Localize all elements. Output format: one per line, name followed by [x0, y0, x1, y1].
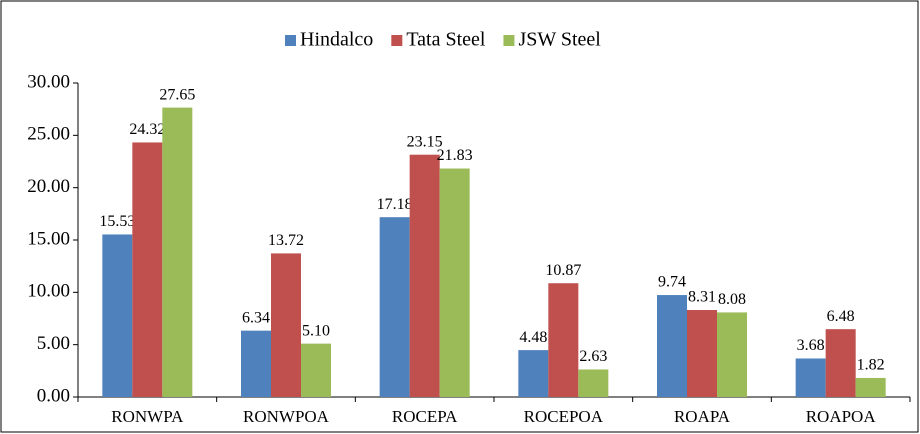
bar — [132, 142, 163, 397]
bar — [439, 168, 470, 397]
x-tick-label: ROCEPA — [392, 407, 458, 426]
bar — [825, 329, 856, 397]
data-label: 23.15 — [407, 133, 443, 150]
bar — [241, 330, 271, 397]
legend-swatch — [503, 35, 515, 46]
data-label: 5.10 — [302, 322, 330, 339]
bar — [162, 107, 193, 397]
bar — [102, 234, 133, 397]
bar — [855, 377, 886, 397]
bar — [657, 295, 687, 397]
data-label: 21.83 — [437, 147, 473, 164]
legend-label: Hindalco — [300, 29, 373, 51]
x-tick-label: ROAPA — [674, 407, 731, 426]
bar — [301, 343, 331, 397]
bar — [795, 358, 826, 397]
x-tick-label: RONWPOA — [243, 407, 330, 426]
x-tick-label: RONWPA — [111, 407, 184, 426]
bar — [409, 154, 440, 397]
data-label: 15.53 — [99, 213, 135, 230]
data-label: 4.48 — [519, 329, 547, 346]
y-tick-label: 15.00 — [27, 228, 70, 249]
bar — [379, 217, 410, 397]
y-tick-label: 0.00 — [37, 385, 70, 406]
y-tick-label: 25.00 — [27, 124, 70, 145]
bar — [548, 283, 579, 397]
bar — [578, 369, 609, 397]
y-tick-label: 10.00 — [27, 281, 70, 302]
legend-swatch — [285, 35, 296, 46]
bar — [518, 350, 549, 397]
data-label: 27.65 — [159, 86, 195, 103]
data-label: 2.63 — [579, 348, 607, 365]
data-label: 9.74 — [658, 274, 686, 291]
data-label: 8.31 — [688, 289, 716, 306]
data-label: 6.34 — [242, 309, 270, 326]
y-tick-label: 30.00 — [27, 71, 70, 92]
data-label: 24.32 — [129, 121, 165, 138]
legend-swatch — [391, 35, 403, 46]
x-tick-label: ROCEPOA — [524, 407, 604, 426]
y-tick-label: 5.00 — [37, 333, 70, 354]
legend-label: JSW Steel — [518, 29, 601, 51]
data-label: 13.72 — [268, 232, 304, 249]
data-label: 1.82 — [857, 357, 885, 374]
data-label: 8.08 — [718, 291, 746, 308]
data-label: 10.87 — [545, 262, 581, 279]
legend-label: Tata Steel — [406, 29, 486, 51]
data-label: 3.68 — [797, 337, 825, 354]
y-tick-label: 20.00 — [27, 176, 70, 197]
bar — [271, 253, 301, 397]
x-tick-label: ROAPOA — [806, 407, 877, 426]
data-label: 6.48 — [827, 308, 855, 325]
data-label: 17.18 — [377, 196, 413, 213]
bar — [687, 310, 717, 397]
bar — [717, 312, 747, 397]
